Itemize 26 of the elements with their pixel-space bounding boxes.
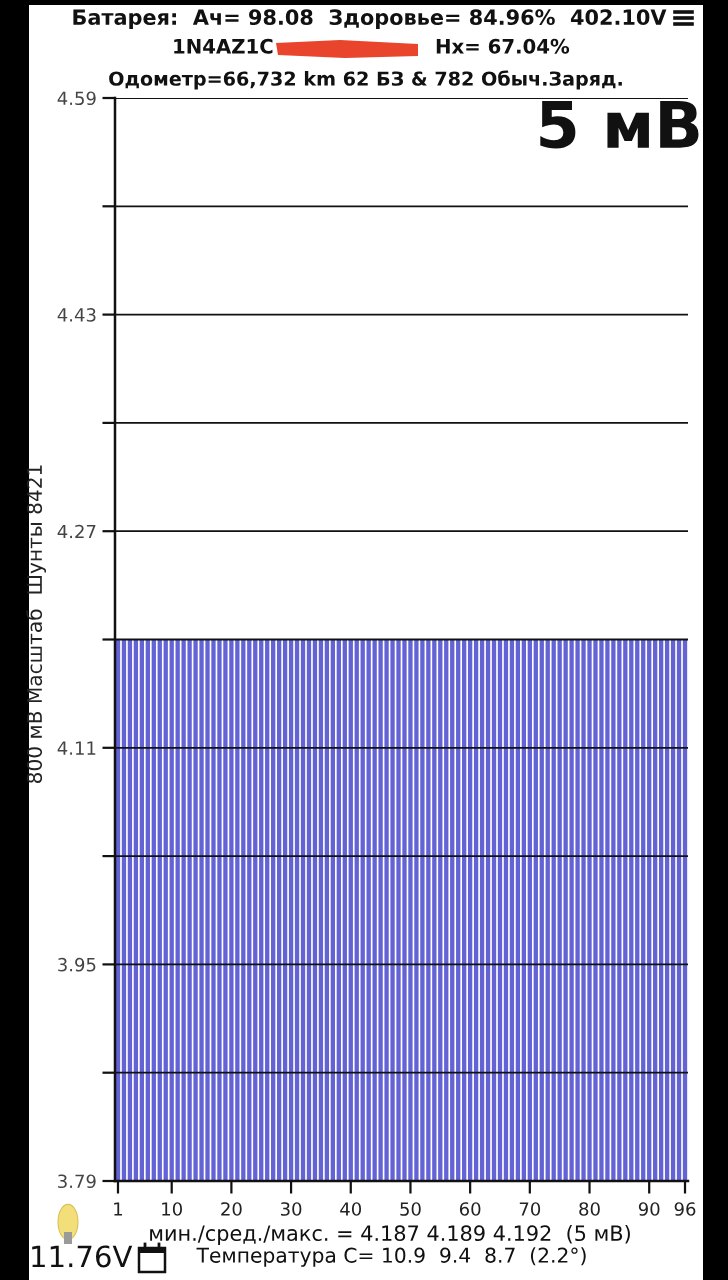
chart-subtitle: Одометр=66,732 km 62 БЗ & 782 Обыч.Заряд. (109, 70, 622, 90)
x-tick-label: 90 (638, 1202, 660, 1216)
y-axis-title: 800 мВ Масштаб Шунты 8421 (26, 465, 46, 783)
x-tick-label: 96 (674, 1202, 696, 1216)
y-tick-label: 4.43 (57, 308, 96, 322)
text: 1N4AZ1C (174, 38, 273, 54)
text: Температура C= 10.9 9.4 8.7 (2.2°) (196, 1247, 586, 1267)
annotation: 5 мВ (540, 101, 699, 149)
text: 11.76V (32, 1245, 133, 1268)
x-tick-label: 70 (519, 1202, 541, 1216)
x-tick-label: 20 (221, 1202, 242, 1216)
y-tick-label: 4.27 (57, 524, 96, 539)
y-tick-label: 3.79 (58, 1174, 96, 1189)
x-tick-label: 80 (579, 1202, 600, 1216)
x-tick-label: 1 (114, 1202, 123, 1216)
text: мин./сред./макс. = 4.187 4.189 4.192 (5 мВ) (150, 1224, 630, 1246)
y-tick-label: 4.11 (57, 741, 96, 755)
x-tick-label: 30 (280, 1202, 302, 1216)
text: Hx= 67.04% (436, 38, 570, 54)
x-tick-label: 50 (400, 1202, 421, 1216)
y-tick-label: 4.59 (57, 91, 96, 106)
y-tick-label: 3.95 (58, 957, 96, 972)
x-tick-label: 60 (459, 1202, 481, 1216)
chart-title: Батарея: Ач= 98.08 Здоровье= 84.96% 402.10V (73, 9, 667, 30)
x-tick-label: 10 (162, 1202, 182, 1216)
x-tick-label: 40 (340, 1202, 362, 1216)
